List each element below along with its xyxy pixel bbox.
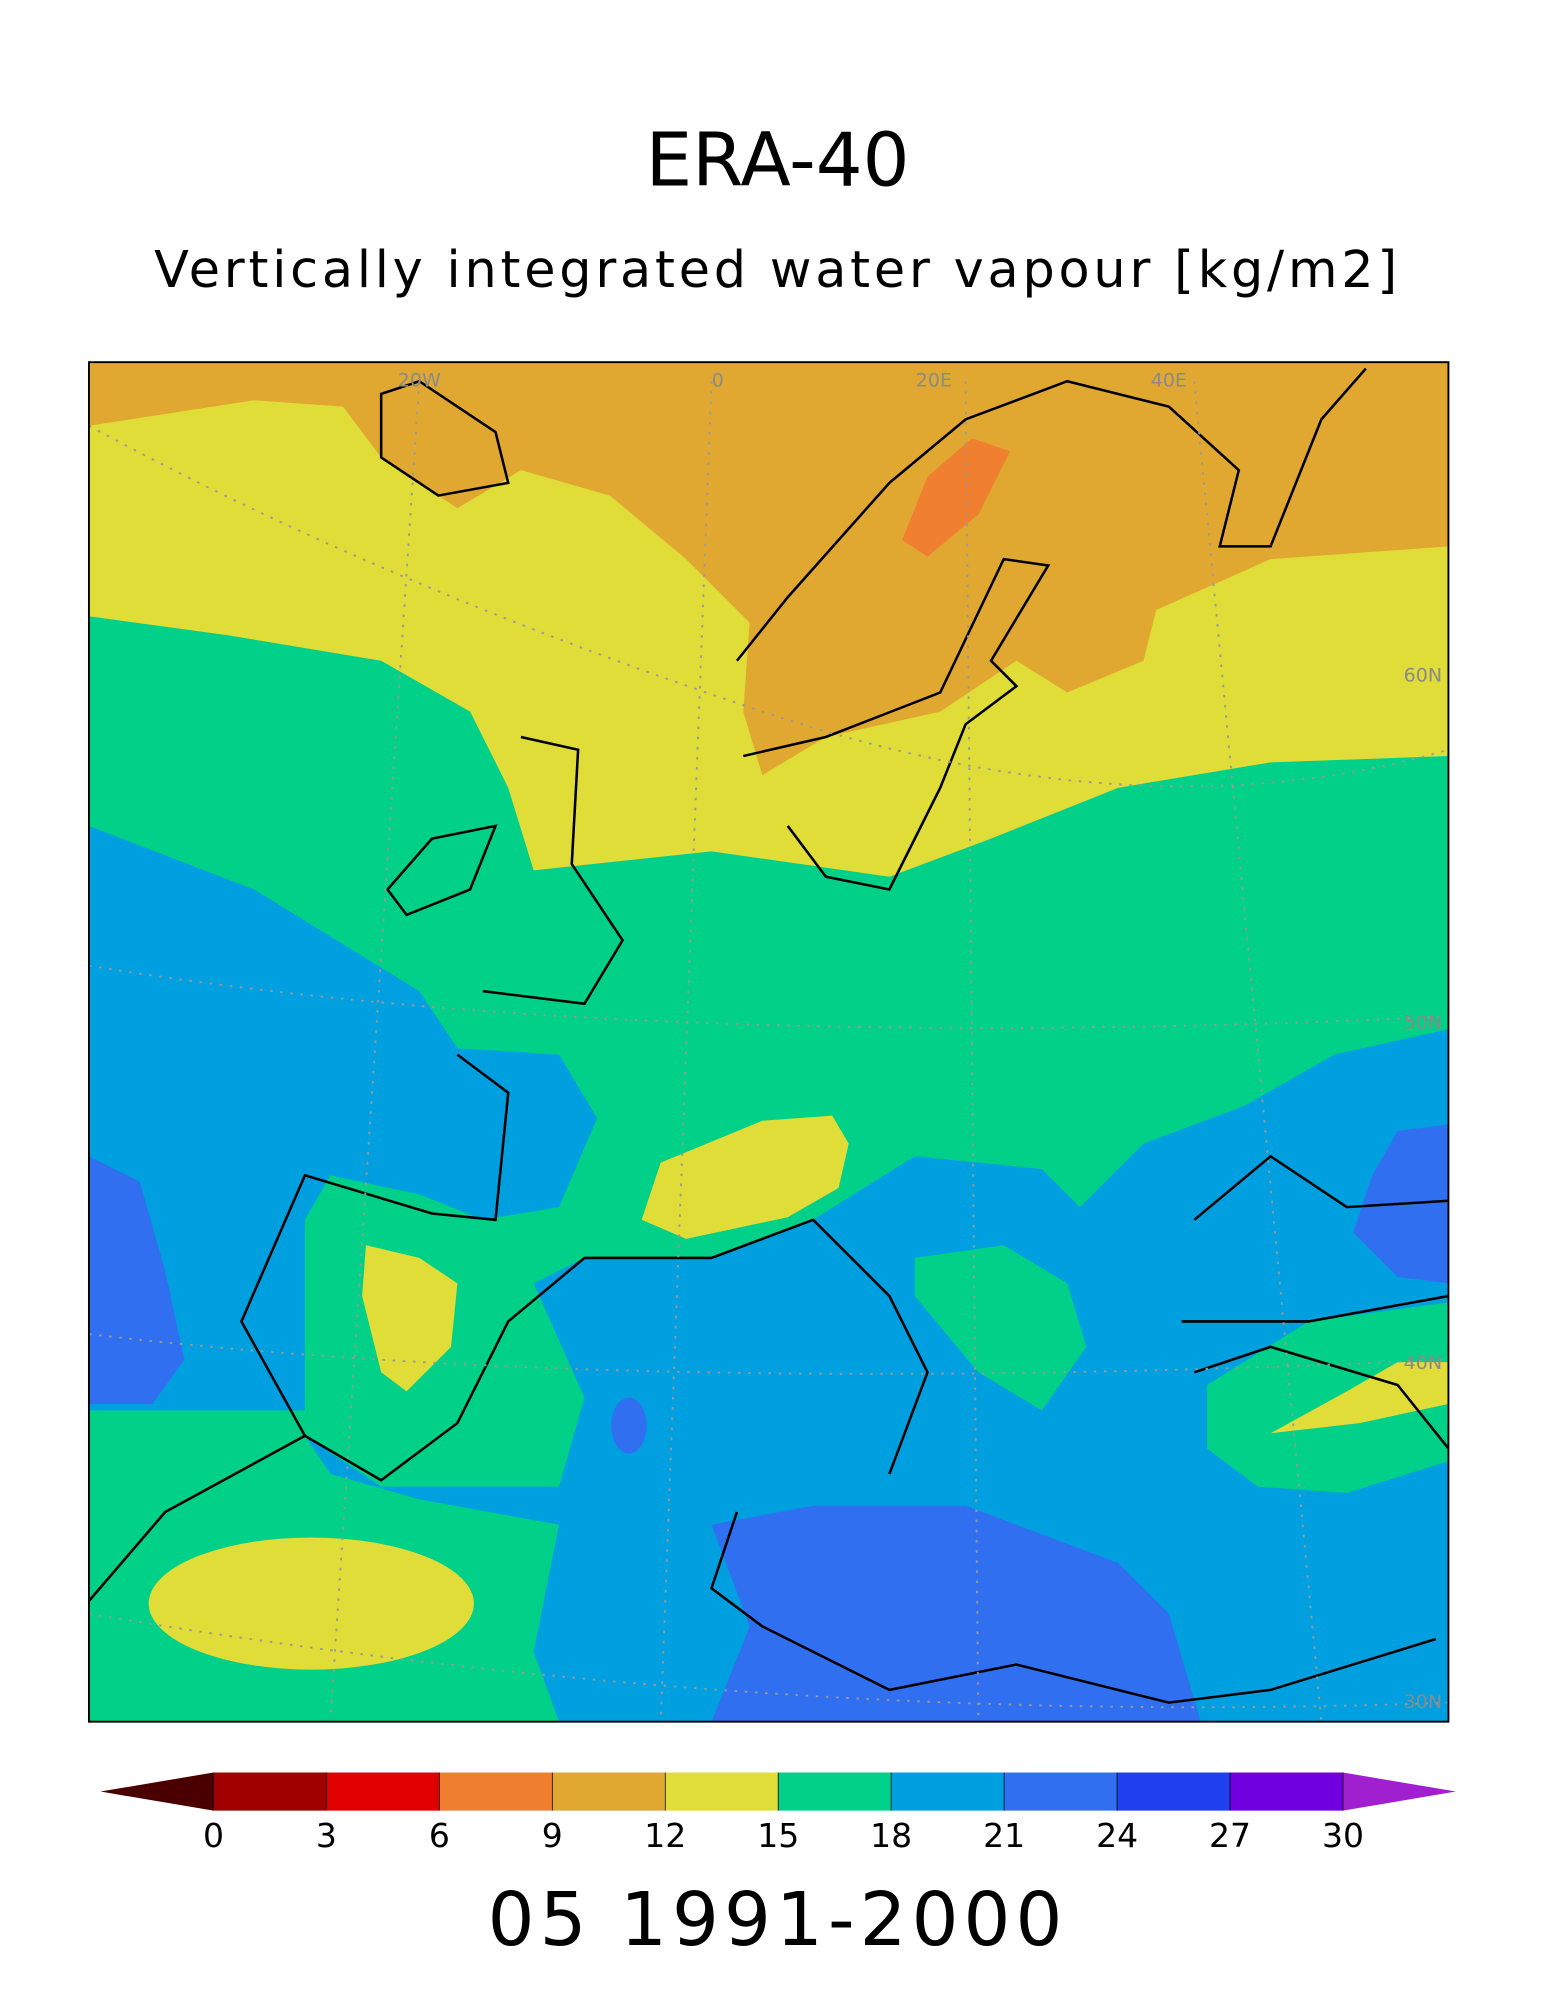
field-dark-blue xyxy=(611,1397,647,1454)
colorbar-segment xyxy=(891,1772,1005,1811)
graticule-label: 20E xyxy=(916,370,952,392)
colorbar: 0 3 6 9 12 15 18 21 24 27 30 xyxy=(100,1772,1456,1855)
colorbar-tick-label: 30 xyxy=(1322,1816,1364,1855)
field-blue xyxy=(304,1029,1449,1722)
footer: 05 1991-2000 xyxy=(488,1878,1068,1963)
map-frame xyxy=(87,361,1450,1723)
colorbar-segment xyxy=(213,1772,327,1811)
colorbar-segment xyxy=(1117,1772,1231,1811)
coastline xyxy=(88,367,1449,1704)
colorbar-tick-label: 3 xyxy=(316,1816,337,1855)
colorbar-segment xyxy=(1230,1772,1343,1811)
colorbar-segment xyxy=(665,1772,779,1811)
colorbar-tick-label: 12 xyxy=(644,1816,686,1855)
field-yellow xyxy=(148,1537,474,1670)
graticule-labels: 20W 0 20E 40E 60N 50N 40N 30N xyxy=(398,370,1442,1713)
colorbar-over xyxy=(1342,1772,1456,1811)
title: ERA-40 xyxy=(646,118,910,203)
graticule-label: 0 xyxy=(712,370,724,392)
field-green xyxy=(1207,1302,1449,1493)
field-green xyxy=(914,1245,1087,1411)
map-field xyxy=(88,362,1449,1722)
field-dark-blue xyxy=(711,1505,1201,1722)
graticule-label: 50N xyxy=(1404,1011,1442,1033)
field-yellow xyxy=(362,1245,458,1392)
colorbar-tick-label: 18 xyxy=(870,1816,912,1855)
colorbar-segment xyxy=(326,1772,440,1811)
field-orange xyxy=(88,362,1449,776)
graticule-label: 30N xyxy=(1404,1691,1442,1713)
colorbar-tick-label: 21 xyxy=(983,1816,1025,1855)
colorbar-tick-label: 24 xyxy=(1096,1816,1138,1855)
colorbar-segment xyxy=(552,1772,666,1811)
colorbar-tick-label: 6 xyxy=(429,1816,450,1855)
field-dark-orange xyxy=(902,438,1011,557)
colorbar-tick-label: 15 xyxy=(757,1816,799,1855)
colorbar-tick-label: 0 xyxy=(203,1816,224,1855)
colorbar-tick-label: 27 xyxy=(1209,1816,1251,1855)
colorbar-tick-label: 9 xyxy=(542,1816,563,1855)
field-yellow xyxy=(641,1115,849,1239)
graticule-label: 60N xyxy=(1404,665,1442,687)
colorbar-segment xyxy=(778,1772,892,1811)
colorbar-under xyxy=(100,1772,214,1811)
graticule-label: 40N xyxy=(1404,1352,1442,1374)
colorbar-segment xyxy=(1004,1772,1118,1811)
graticule-label: 20W xyxy=(398,370,441,392)
field-yellow xyxy=(1270,1362,1449,1434)
graticule xyxy=(88,381,1449,1722)
field-blue xyxy=(88,825,598,1411)
colorbar-segment xyxy=(439,1772,553,1811)
graticule-label: 40E xyxy=(1151,370,1187,392)
subtitle: Vertically integrated water vapour [kg/m… xyxy=(154,240,1401,299)
